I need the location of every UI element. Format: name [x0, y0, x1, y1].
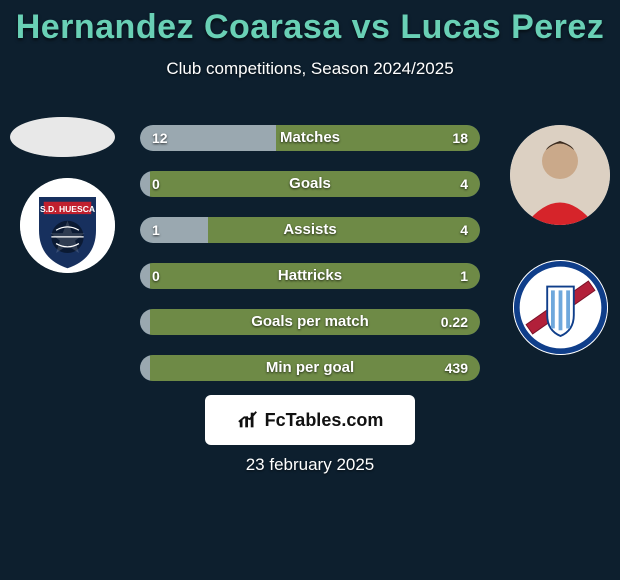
stats-area: 1218Matches 04Goals 14Assists 01Hattricks 0.…	[140, 125, 480, 401]
watermark-text: FcTables.com	[265, 410, 384, 431]
stat-row: 14Assists	[140, 217, 480, 243]
stat-row: 439Min per goal	[140, 355, 480, 381]
stat-label: Goals	[140, 171, 480, 197]
avatar-right-placeholder-icon	[510, 125, 610, 225]
deportivo-crest-icon: REAL CLUB DEPORTIVO	[513, 260, 608, 355]
player-left-avatar	[10, 117, 115, 157]
page-title: Hernandez Coarasa vs Lucas Perez	[0, 0, 620, 47]
avatar-left-placeholder-icon	[10, 117, 115, 157]
stat-label: Assists	[140, 217, 480, 243]
svg-text:S.D. HUESCA: S.D. HUESCA	[40, 204, 95, 214]
player-right-avatar	[510, 125, 610, 225]
stat-row: 04Goals	[140, 171, 480, 197]
stat-row: 1218Matches	[140, 125, 480, 151]
stat-label: Min per goal	[140, 355, 480, 381]
stat-label: Hattricks	[140, 263, 480, 289]
date-label: 23 february 2025	[0, 455, 620, 475]
stat-row: 0.22Goals per match	[140, 309, 480, 335]
club-right-crest: REAL CLUB DEPORTIVO	[513, 260, 608, 355]
subtitle: Club competitions, Season 2024/2025	[0, 59, 620, 79]
huesca-crest-icon: S.D. HUESCA	[20, 178, 115, 273]
stat-label: Matches	[140, 125, 480, 151]
stat-label: Goals per match	[140, 309, 480, 335]
chart-icon	[237, 409, 259, 431]
comparison-card: Hernandez Coarasa vs Lucas Perez Club co…	[0, 0, 620, 580]
stat-row: 01Hattricks	[140, 263, 480, 289]
watermark-badge: FcTables.com	[205, 395, 415, 445]
club-left-crest: S.D. HUESCA	[20, 178, 115, 273]
